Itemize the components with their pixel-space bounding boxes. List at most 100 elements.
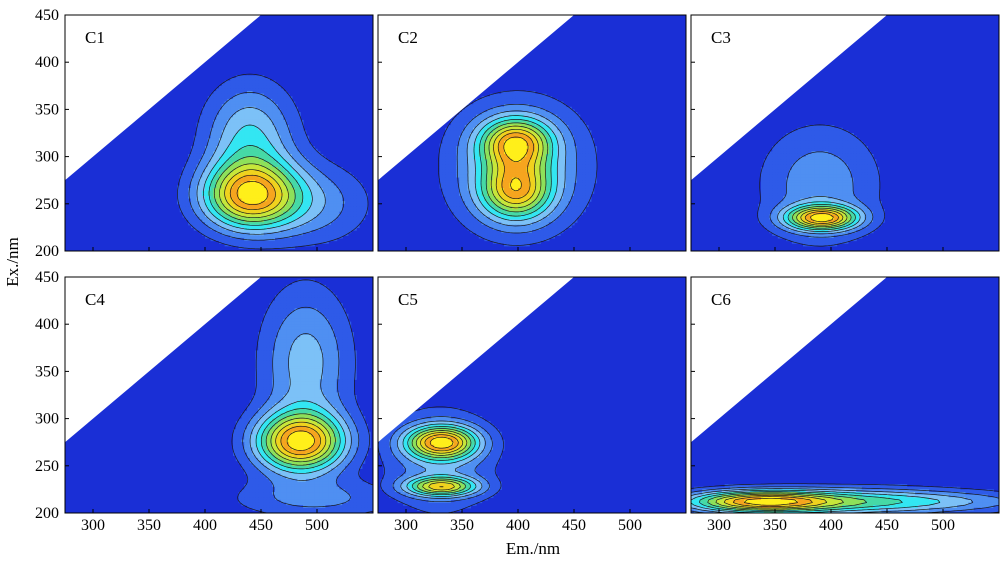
contour-cell (210, 230, 214, 234)
contour-cell (207, 148, 212, 152)
contour-cell (445, 146, 449, 150)
contour-cell (230, 232, 234, 236)
contour-cell (272, 109, 276, 113)
contour-cell (238, 182, 242, 187)
contour-cell (224, 211, 228, 215)
contour-cell (224, 153, 228, 158)
contour-cell (484, 143, 488, 147)
contour-cell (350, 219, 354, 223)
contour-cell (275, 140, 279, 145)
contour-cell (487, 122, 491, 126)
contour-cell (506, 182, 511, 187)
contour-cell (255, 127, 259, 131)
contour-cell (568, 148, 572, 152)
contour-cell (509, 135, 513, 139)
contour-cell (219, 125, 223, 129)
contour-cell (448, 125, 452, 129)
contour-cell (297, 169, 301, 173)
contour-cell (291, 106, 296, 110)
contour-cell (297, 156, 301, 160)
contour-cell (537, 140, 541, 145)
contour-cell (473, 133, 477, 137)
contour-cell (277, 159, 282, 163)
contour-cell (185, 193, 189, 197)
contour-cell (453, 185, 457, 189)
contour-cell (495, 159, 499, 163)
contour-cell (442, 153, 446, 158)
contour-cell (272, 172, 276, 176)
contour-cell (291, 190, 296, 194)
contour-cell (275, 106, 279, 110)
contour-cell (219, 227, 223, 231)
contour-cell (227, 243, 231, 247)
contour-cell (308, 235, 312, 239)
contour-cell (210, 138, 214, 142)
contour-cell (314, 240, 318, 244)
contour-cell (576, 177, 581, 181)
contour-cell (241, 104, 245, 108)
contour-cell (300, 140, 304, 145)
contour-cell (445, 180, 449, 184)
contour-cell (280, 140, 284, 145)
contour-cell (277, 172, 282, 176)
contour-cell (303, 237, 307, 242)
contour-cell (235, 185, 240, 189)
contour-cell (498, 188, 502, 192)
contour-cell (484, 188, 488, 192)
contour-cell (221, 109, 226, 113)
contour-cell (498, 190, 502, 194)
contour-cell (277, 216, 282, 221)
contour-cell (439, 151, 443, 155)
contour-cell (221, 214, 226, 218)
contour-cell (450, 193, 455, 197)
contour-cell (205, 195, 209, 200)
contour-cell (347, 203, 352, 208)
contour-cell (543, 182, 547, 187)
contour-cell (512, 177, 516, 181)
contour-cell (537, 156, 541, 160)
contour-cell (448, 172, 452, 176)
contour-cell (244, 127, 248, 131)
contour-cell (571, 130, 575, 134)
contour-cell (252, 177, 256, 181)
contour-cell (568, 146, 572, 150)
contour-cell (202, 224, 206, 228)
contour-cell (534, 177, 539, 181)
contour-cell (585, 164, 589, 168)
contour-cell (470, 148, 474, 152)
contour-cell (593, 151, 597, 155)
contour-cell (345, 198, 349, 202)
contour-cell (523, 164, 527, 168)
contour-cell (518, 91, 522, 95)
contour-cell (501, 172, 505, 176)
contour-cell (247, 198, 251, 202)
contour-cell (551, 140, 555, 145)
contour-cell (275, 148, 279, 152)
contour-cell (534, 174, 539, 179)
contour-cell (537, 138, 541, 142)
contour-cell (590, 146, 595, 150)
contour-cell (353, 182, 357, 187)
contour-cell (582, 156, 586, 160)
contour-cell (297, 240, 301, 244)
contour-cell (322, 156, 326, 160)
contour-cell (543, 101, 547, 105)
contour-cell (233, 167, 237, 171)
contour-cell (308, 209, 312, 213)
contour-cell (492, 161, 497, 166)
contour-cell (520, 151, 525, 155)
contour-cell (342, 230, 346, 234)
contour-cell (520, 130, 525, 134)
contour-cell (515, 96, 519, 100)
contour-cell (261, 156, 265, 160)
contour-cell (219, 211, 223, 215)
contour-cell (210, 146, 214, 150)
contour-cell (193, 182, 198, 187)
contour-cell (235, 101, 240, 105)
contour-cell (280, 188, 284, 192)
contour-cell (523, 182, 527, 187)
contour-cell (252, 117, 256, 121)
contour-cell (224, 93, 228, 97)
contour-cell (333, 180, 338, 184)
contour-cell (300, 130, 304, 134)
